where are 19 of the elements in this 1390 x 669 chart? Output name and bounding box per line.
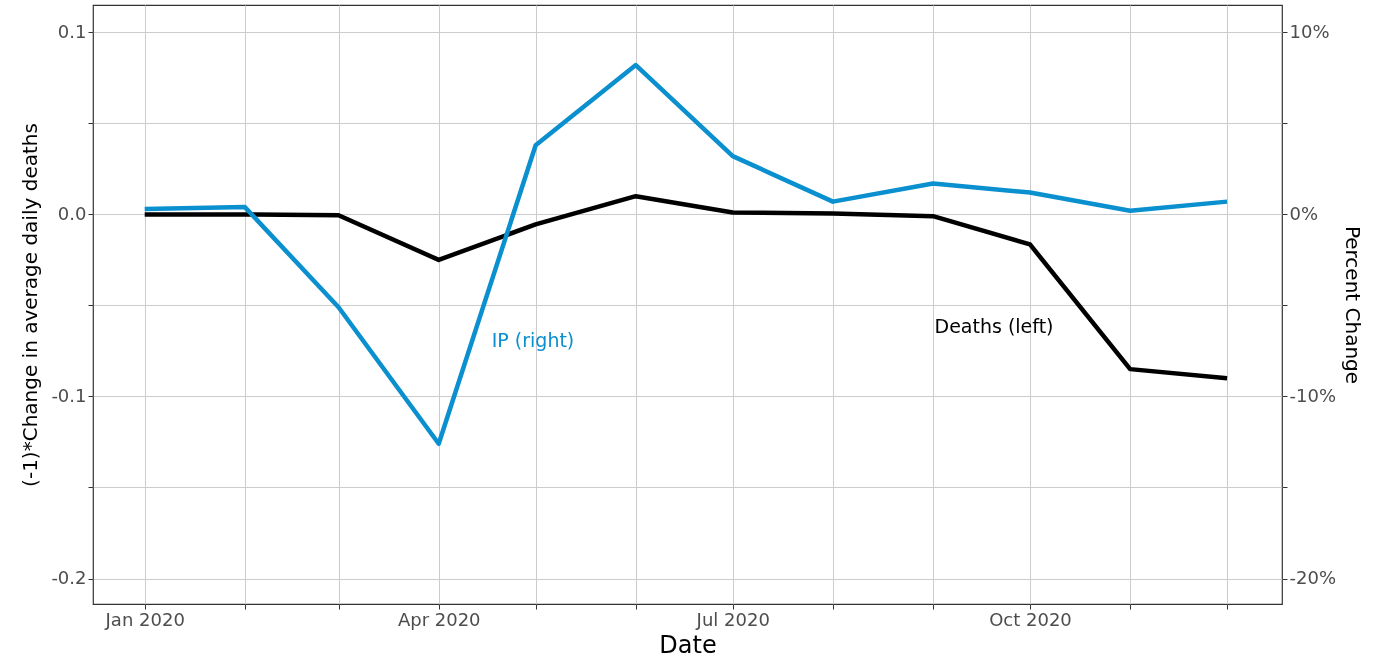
x-tick-label: Jul 2020 xyxy=(695,608,770,630)
y2-tick-label: 10% xyxy=(1289,20,1330,42)
y-axis-title: (-1)*Change in average daily deaths xyxy=(18,123,43,487)
y2-tick-label: -10% xyxy=(1289,384,1337,406)
line-series xyxy=(142,62,1230,447)
y2-axis-title: Percent Change xyxy=(1341,225,1365,385)
y-tick-label: 0.1 xyxy=(57,20,87,42)
annotation: Deaths (left) xyxy=(934,315,1054,337)
line-series xyxy=(142,193,1230,381)
x-tick-label: Jan 2020 xyxy=(104,608,185,630)
x-axis-title: Date xyxy=(659,630,717,659)
annotation: IP (right) xyxy=(491,329,575,351)
y2-tick-label: 0% xyxy=(1289,202,1319,224)
y2-tick-label: -20% xyxy=(1289,567,1337,589)
x-tick-label: Apr 2020 xyxy=(397,608,481,630)
y-tick-label: 0.0 xyxy=(57,202,87,224)
x-tick-label: Oct 2020 xyxy=(989,608,1072,630)
y-tick-label: -0.1 xyxy=(51,384,87,406)
y-tick-label: -0.2 xyxy=(51,567,87,589)
